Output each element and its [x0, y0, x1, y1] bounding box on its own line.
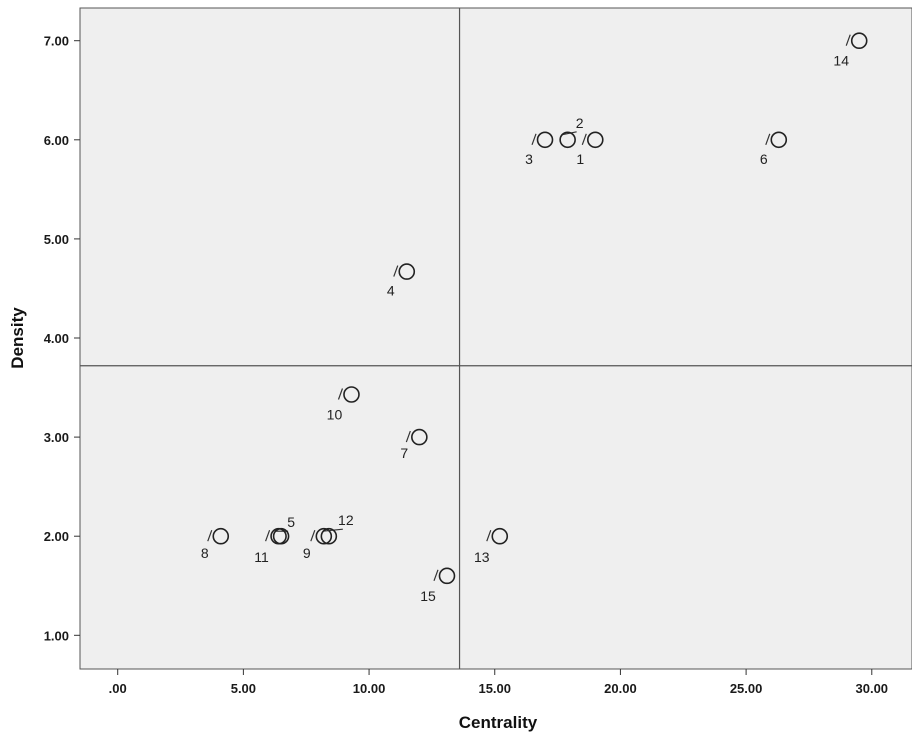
data-point: 2 — [559, 115, 584, 149]
point-marker — [343, 386, 360, 403]
point-marker — [770, 131, 788, 149]
point-marker — [320, 527, 338, 545]
data-point: 7 — [400, 428, 428, 461]
point-label: 12 — [338, 512, 354, 528]
y-tick-label: 2.00 — [44, 529, 69, 544]
label-leader — [393, 265, 399, 277]
x-tick-label: 30.00 — [856, 681, 889, 696]
point-marker — [270, 527, 287, 545]
data-point: 4 — [387, 263, 416, 299]
point-marker — [315, 527, 333, 545]
data-point: 8 — [201, 527, 230, 561]
x-tick-label: 20.00 — [604, 681, 637, 696]
x-tick-label: 10.00 — [353, 681, 386, 696]
point-label: 9 — [303, 545, 311, 561]
point-label: 10 — [327, 406, 343, 422]
label-leader — [561, 131, 577, 136]
label-leader — [845, 34, 851, 46]
data-point: 3 — [525, 131, 554, 167]
x-axis-title: Centrality — [459, 713, 538, 732]
data-point: 10 — [327, 386, 360, 422]
point-label: 6 — [760, 151, 768, 167]
y-tick-label: 6.00 — [44, 133, 69, 148]
y-tick-label: 7.00 — [44, 34, 69, 49]
label-leader — [265, 530, 271, 542]
x-axis-ticks: .00 5.00 10.00 15.00 20.00 25.00 30.00 — [109, 669, 888, 696]
label-leader — [765, 133, 771, 146]
point-marker — [398, 263, 416, 280]
point-marker — [586, 131, 604, 149]
data-point: 13 — [474, 527, 509, 565]
point-label: 3 — [525, 151, 533, 167]
point-label: 1 — [576, 151, 584, 167]
point-marker — [212, 527, 230, 545]
point-marker — [438, 567, 456, 585]
data-point: 11 — [254, 527, 287, 565]
label-leader — [581, 133, 587, 146]
plot-area — [79, 7, 912, 670]
point-label: 15 — [420, 588, 436, 604]
y-tick-label: 4.00 — [44, 331, 69, 346]
label-leader — [531, 133, 537, 146]
point-label: 8 — [201, 545, 209, 561]
y-tick-label: 5.00 — [44, 232, 69, 247]
label-leader — [486, 530, 492, 542]
point-label: 13 — [474, 549, 490, 565]
data-point: 6 — [760, 131, 788, 167]
point-marker — [491, 527, 509, 545]
x-tick-label: 25.00 — [730, 681, 763, 696]
x-tick-label: 5.00 — [231, 681, 256, 696]
x-tick-label: .00 — [109, 681, 127, 696]
y-axis-ticks: 1.00 2.00 3.00 4.00 5.00 6.00 7.00 — [44, 34, 80, 643]
y-tick-label: 3.00 — [44, 430, 69, 445]
point-marker — [559, 131, 576, 149]
data-point: 12 — [320, 512, 354, 545]
point-label: 11 — [254, 549, 269, 565]
point-label: 5 — [287, 514, 295, 530]
y-tick-label: 1.00 — [44, 628, 69, 643]
data-point: 9 — [303, 527, 333, 561]
data-point: 14 — [833, 32, 868, 69]
label-leader — [433, 569, 439, 582]
label-leader — [207, 530, 213, 542]
x-tick-label: 15.00 — [478, 681, 511, 696]
point-marker — [850, 32, 868, 50]
point-marker — [536, 131, 554, 149]
y-axis-title: Density — [8, 307, 27, 369]
label-leader — [310, 530, 316, 542]
point-label: 7 — [400, 445, 408, 461]
data-point: 15 — [420, 567, 456, 604]
point-label: 14 — [833, 53, 849, 69]
point-marker — [411, 428, 428, 446]
label-leader — [405, 430, 411, 443]
label-leader — [337, 388, 344, 400]
reference-lines — [80, 8, 912, 669]
point-label: 4 — [387, 283, 395, 299]
point-label: 2 — [576, 115, 584, 131]
data-point: 1 — [576, 131, 604, 167]
